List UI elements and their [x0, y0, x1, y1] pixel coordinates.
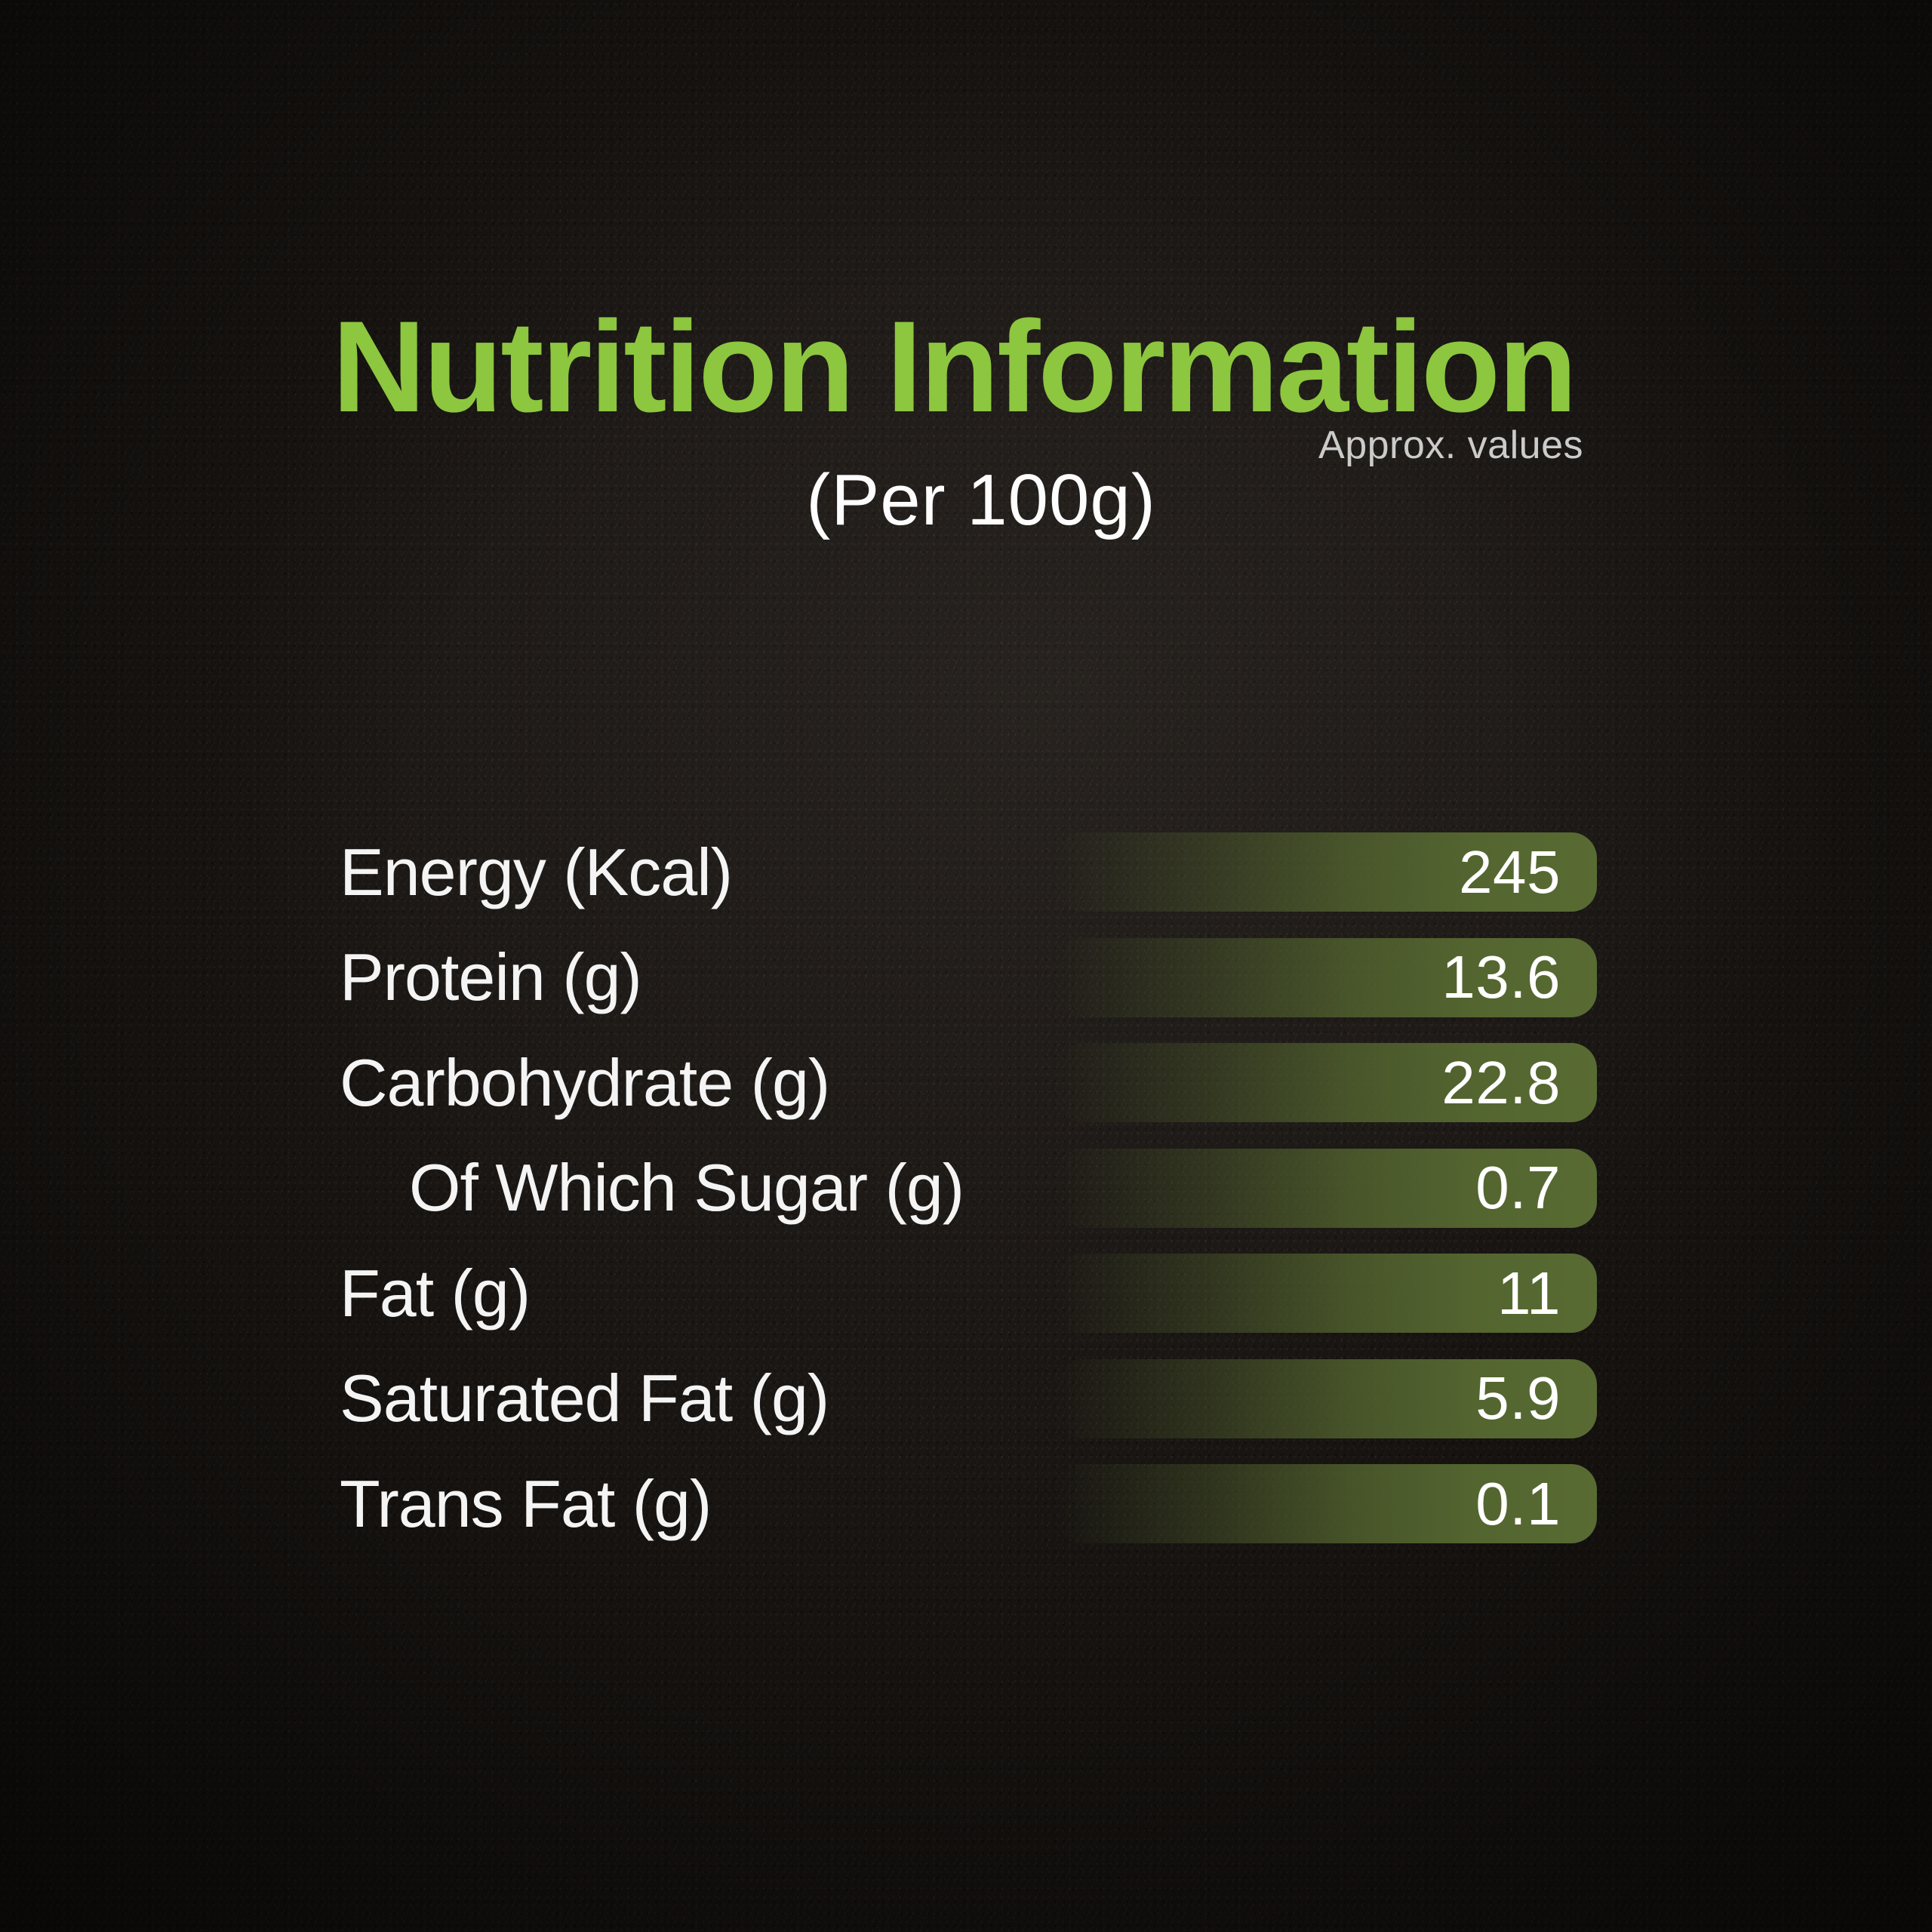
nutrient-label: Carbohydrate (g)	[340, 1044, 830, 1120]
nutrition-row-energy: Energy (Kcal) 245	[340, 832, 1597, 912]
nutrient-value: 5.9	[1475, 1364, 1561, 1432]
nutrient-label: Trans Fat (g)	[340, 1466, 712, 1541]
nutrient-value: 0.1	[1475, 1469, 1561, 1537]
nutrition-row-protein: Protein (g) 13.6	[340, 937, 1597, 1017]
nutrient-value: 0.7	[1475, 1154, 1561, 1221]
value-bar: 0.1	[1057, 1464, 1597, 1543]
nutrient-label: Protein (g)	[340, 940, 642, 1014]
nutrition-row-saturated-fat: Saturated Fat (g) 5.9	[340, 1358, 1597, 1438]
value-bar: 0.7	[1057, 1148, 1597, 1228]
value-bar: 5.9	[1057, 1358, 1597, 1438]
nutrient-label: Fat (g)	[340, 1255, 531, 1331]
serving-size-subtitle: (Per 100g)	[806, 460, 1156, 540]
value-bar: 245	[1057, 832, 1597, 912]
nutrition-row-carbohydrate: Carbohydrate (g) 22.8	[340, 1043, 1597, 1122]
nutrition-table: Energy (Kcal) 245 Protein (g) 13.6 Carbo…	[340, 832, 1597, 1543]
nutrition-row-trans-fat: Trans Fat (g) 0.1	[340, 1464, 1597, 1543]
nutrient-value: 245	[1459, 838, 1561, 906]
value-bar: 22.8	[1057, 1043, 1597, 1122]
nutrient-value: 22.8	[1441, 1048, 1561, 1116]
nutrient-value: 13.6	[1441, 943, 1561, 1011]
approx-values-note: Approx. values	[1318, 423, 1583, 467]
value-bar: 11	[1057, 1254, 1597, 1333]
value-bar: 13.6	[1057, 937, 1597, 1017]
nutrition-row-fat: Fat (g) 11	[340, 1254, 1597, 1333]
nutrient-label: Of Which Sugar (g)	[409, 1150, 964, 1225]
nutrient-label: Saturated Fat (g)	[340, 1361, 829, 1435]
nutrient-label: Energy (Kcal)	[340, 834, 733, 909]
nutrition-row-sugar: Of Which Sugar (g) 0.7	[340, 1148, 1597, 1228]
page-title: Nutrition Information	[332, 294, 1577, 439]
nutrient-value: 11	[1497, 1259, 1561, 1327]
